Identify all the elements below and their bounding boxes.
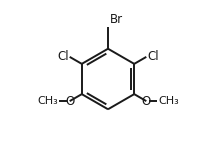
Text: CH₃: CH₃ <box>158 96 179 106</box>
Text: Cl: Cl <box>57 50 69 63</box>
Text: Br: Br <box>110 13 123 26</box>
Text: O: O <box>142 95 151 108</box>
Text: CH₃: CH₃ <box>37 96 58 106</box>
Text: Cl: Cl <box>147 50 159 63</box>
Text: O: O <box>65 95 74 108</box>
